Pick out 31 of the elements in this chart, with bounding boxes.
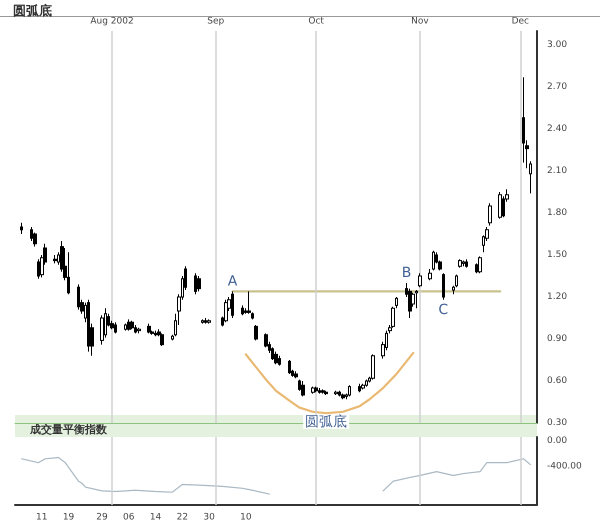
x-tick-label: 14 — [150, 512, 162, 522]
y-tick-label: 0.60 — [547, 376, 568, 386]
chart-title: 圆弧底 — [13, 3, 52, 19]
x-tick-label: 06 — [123, 512, 135, 522]
y-tick-label: 2.70 — [547, 82, 568, 92]
x-tick-label: 10 — [240, 512, 252, 522]
ref-line-label: Dec — [512, 16, 530, 26]
annotation: B — [402, 265, 412, 281]
ref-line-label: Nov — [411, 16, 430, 26]
x-tick-label: 30 — [203, 512, 216, 522]
x-tick-label: 11 — [36, 512, 48, 522]
y-tick-label: 2.10 — [547, 166, 568, 176]
x-tick-label: 29 — [96, 512, 108, 522]
y-tick-label: 1.50 — [547, 250, 568, 260]
ref-line-label: Sep — [207, 16, 225, 26]
chart-title: 成交量平衡指数 — [29, 423, 108, 436]
y-tick-label: 1.80 — [547, 208, 568, 218]
y-tick-label: 0.30 — [547, 418, 568, 428]
y-tick-label: -400.00 — [547, 462, 582, 472]
y-tick-label: 0.90 — [547, 334, 568, 344]
y-tick-label: 3.00 — [547, 40, 568, 50]
annotation: C — [438, 302, 448, 318]
x-tick-label: 22 — [176, 512, 188, 522]
annotation: 圆弧底 — [305, 414, 348, 430]
y-tick-label: 0.00 — [547, 436, 568, 446]
ref-line-label: Aug 2002 — [90, 16, 134, 26]
ref-line-label: Oct — [308, 16, 324, 26]
y-tick-label: 2.40 — [547, 124, 568, 134]
x-tick-label: 19 — [62, 512, 75, 522]
annotation: A — [228, 273, 238, 290]
y-tick-label: 1.20 — [547, 292, 568, 302]
